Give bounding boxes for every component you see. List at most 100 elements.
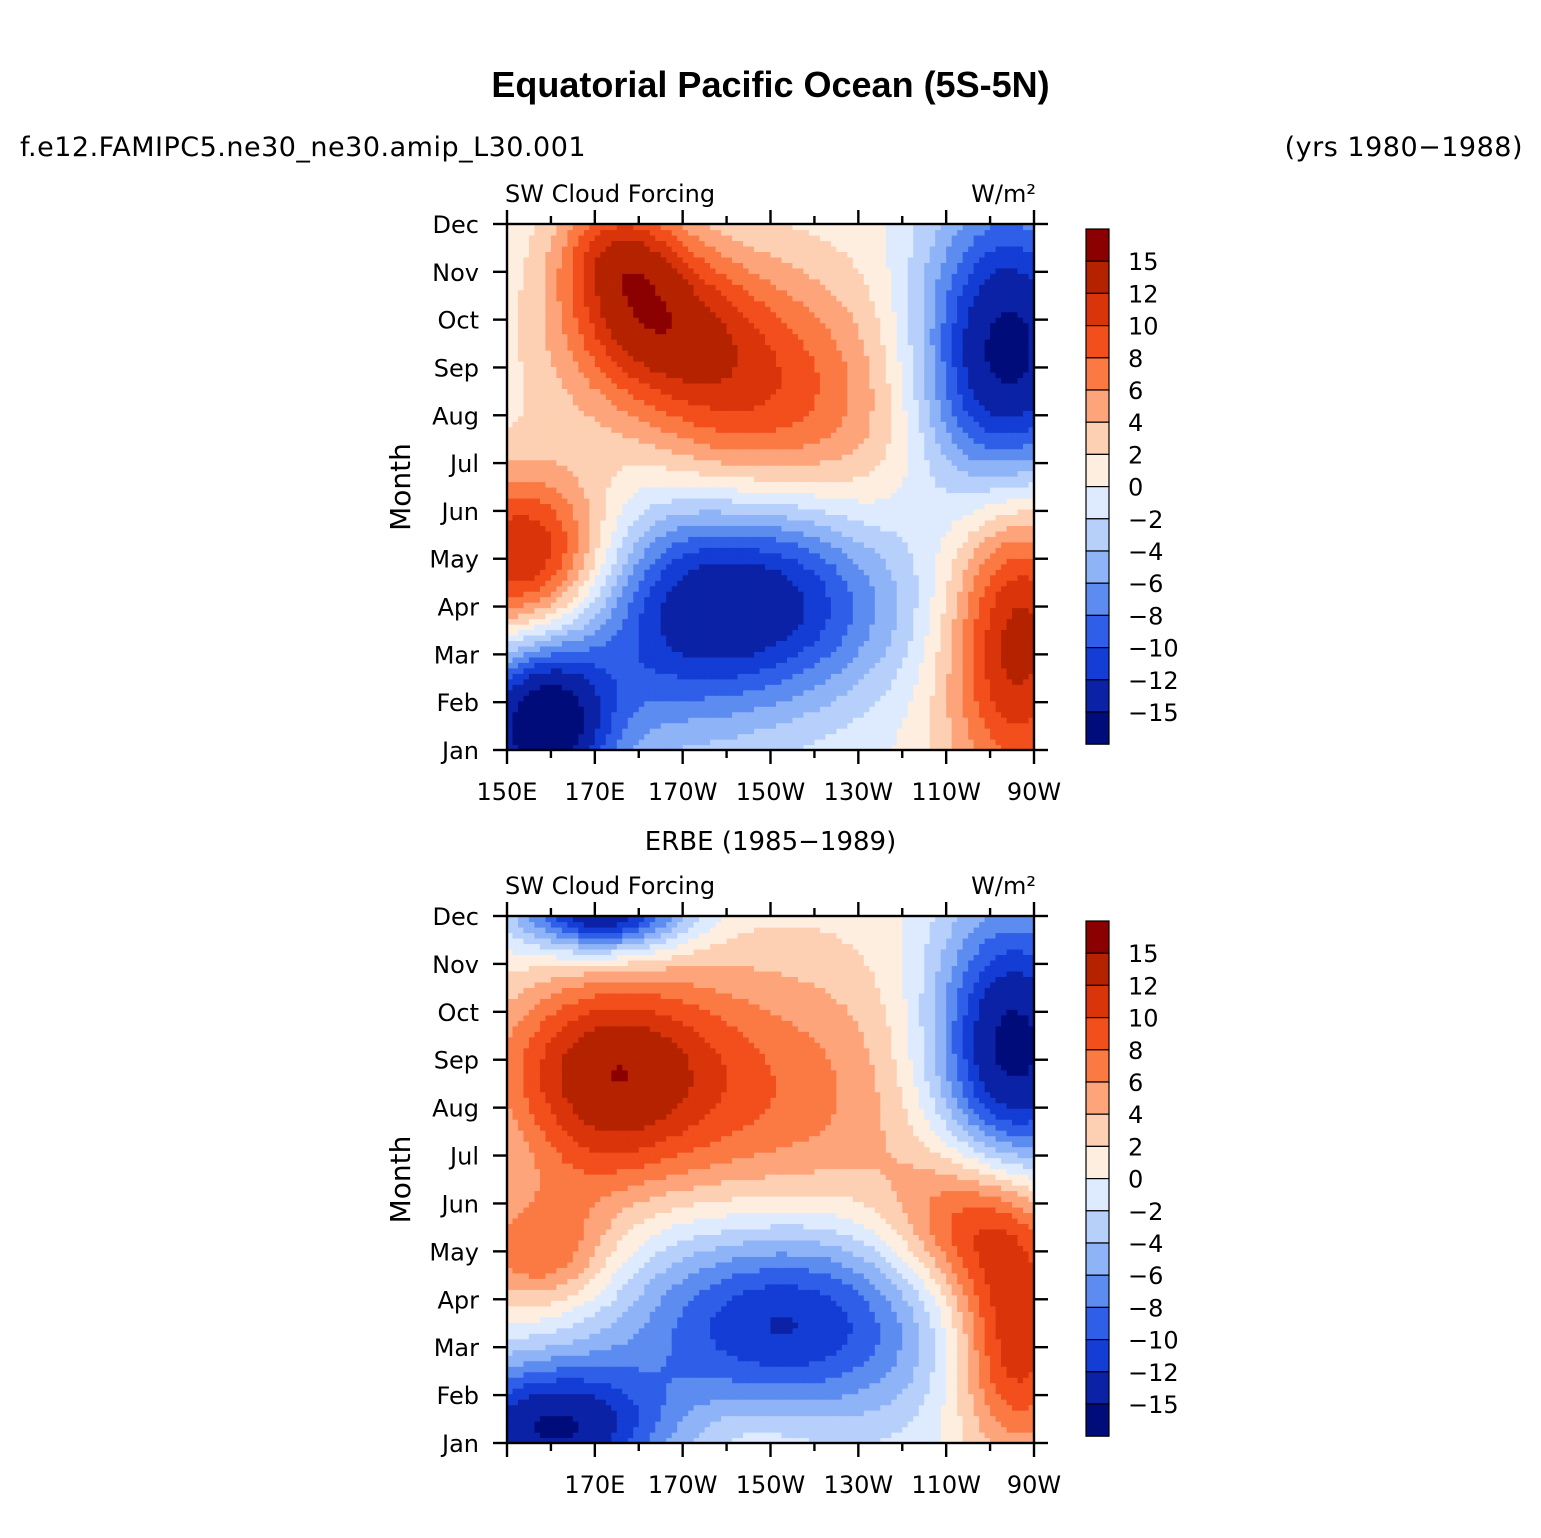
colorbar-label: 4	[1128, 1101, 1143, 1129]
y-tick-label: Jan	[440, 1430, 479, 1458]
colorbar-swatch	[1085, 1371, 1110, 1405]
x-tick-label: 110W	[911, 778, 981, 806]
colorbar-label: 8	[1128, 345, 1143, 373]
colorbar-swatch	[1085, 292, 1110, 327]
panel-title: ERBE (1985−1989)	[645, 827, 896, 857]
colorbar-label: 6	[1128, 377, 1143, 405]
colorbar-swatch	[1085, 1338, 1110, 1373]
colorbar-label: −6	[1128, 570, 1163, 598]
colorbar-label: −4	[1128, 1230, 1163, 1258]
contour-field	[507, 916, 1035, 1444]
colorbar-label: 0	[1128, 474, 1143, 502]
y-tick-label: Dec	[433, 211, 479, 239]
colorbar-swatch	[1085, 1274, 1110, 1308]
colorbar-swatch	[1085, 1049, 1110, 1083]
y-tick-label: Sep	[434, 354, 479, 382]
y-tick-label: Mar	[434, 641, 479, 669]
colorbar-label: 8	[1128, 1037, 1143, 1065]
panel-2: Jan Feb Mar Apr May Jun Jul Aug Sep Oct Nov Dec 170E…	[384, 827, 1179, 1499]
colorbar-swatch	[1085, 550, 1110, 584]
colorbar-label: 6	[1128, 1069, 1143, 1097]
colorbar-swatch	[1085, 1242, 1110, 1276]
colorbar-swatch	[1085, 614, 1110, 649]
x-tick-label: 170W	[648, 1471, 718, 1499]
y-tick-label: May	[429, 1238, 479, 1266]
x-tick-label: 110W	[911, 1471, 981, 1499]
colorbar-label: 10	[1128, 1005, 1159, 1033]
colorbar-label: −2	[1128, 506, 1163, 534]
y-tick-label: Mar	[434, 1334, 479, 1362]
y-tick-label: Aug	[432, 1095, 479, 1123]
colorbar-label: 10	[1128, 313, 1159, 341]
y-tick-label: Jul	[448, 450, 479, 478]
colorbar-label: −12	[1128, 667, 1179, 695]
colorbar-swatch	[1085, 453, 1110, 488]
x-tick-label: 150W	[736, 778, 806, 806]
colorbar-label: 4	[1128, 409, 1143, 437]
x-tick-label: 90W	[1007, 1471, 1061, 1499]
contour-field	[507, 224, 1035, 751]
colorbar-swatch	[1085, 952, 1110, 987]
colorbar-swatch	[1085, 1177, 1110, 1212]
colorbar-swatch	[1085, 1210, 1110, 1244]
colorbar-swatch	[1085, 711, 1110, 745]
colorbar-label: 12	[1128, 972, 1159, 1000]
colorbar-swatch	[1085, 920, 1110, 954]
left-label: SW Cloud Forcing	[505, 180, 715, 208]
y-tick-label: Jun	[440, 1190, 480, 1218]
y-tick-label: Feb	[437, 1382, 480, 1410]
panel-1: Jan Feb Mar Apr May Jun Jul Aug Sep Oct Nov Dec 150E…	[384, 180, 1179, 806]
colorbar-label: −8	[1128, 602, 1163, 630]
colorbar-label: −10	[1128, 635, 1179, 663]
colorbar-swatch	[1085, 1113, 1110, 1147]
y-tick-label: Apr	[437, 1286, 479, 1314]
y-tick-label: Jun	[440, 498, 480, 526]
y-tick-label: Jul	[448, 1143, 479, 1171]
colorbar-label: −4	[1128, 538, 1163, 566]
colorbar-swatch	[1085, 646, 1110, 681]
y-tick-label: Oct	[438, 307, 480, 335]
colorbar-label: 12	[1128, 280, 1159, 308]
colorbar-swatch	[1085, 357, 1110, 391]
y-axis-label: Month	[384, 443, 417, 531]
y-tick-label: Nov	[432, 951, 479, 979]
colorbar-swatch	[1085, 1403, 1110, 1437]
colorbar-label: 0	[1128, 1166, 1143, 1194]
colorbar: 15 12 10 8 6 4 2 0 −2 −4 −6 −8 −10 −12 −15	[1085, 228, 1179, 745]
colorbar-swatch	[1085, 1081, 1110, 1115]
colorbar-label: 15	[1128, 248, 1159, 276]
colorbar-label: 2	[1128, 1133, 1143, 1161]
colorbar-swatch	[1085, 325, 1110, 359]
case-name-label: f.e12.FAMIPC5.ne30_ne30.amip_L30.001	[20, 132, 587, 163]
colorbar-swatch	[1085, 486, 1110, 520]
colorbar-swatch	[1085, 984, 1110, 1019]
colorbar-swatch	[1085, 679, 1110, 713]
colorbar-label: 15	[1128, 940, 1159, 968]
x-tick-label: 90W	[1007, 778, 1061, 806]
colorbar-label: −15	[1128, 699, 1179, 727]
y-tick-label: Aug	[432, 402, 479, 430]
y-tick-label: Oct	[438, 999, 480, 1027]
colorbar: 15 12 10 8 6 4 2 0 −2 −4 −6 −8 −10 −12 −15	[1085, 920, 1179, 1437]
colorbar-label: −10	[1128, 1327, 1179, 1355]
colorbar-swatch	[1085, 582, 1110, 617]
colorbar-label: −2	[1128, 1198, 1163, 1226]
colorbar-swatch	[1085, 1306, 1110, 1341]
y-tick-label: Feb	[437, 689, 480, 717]
colorbar-swatch	[1085, 421, 1110, 456]
y-tick-label: Apr	[437, 594, 479, 622]
colorbar-swatch	[1085, 389, 1110, 423]
left-label: SW Cloud Forcing	[505, 872, 715, 900]
y-axis-label: Month	[384, 1136, 417, 1224]
colorbar-swatch	[1085, 1016, 1110, 1051]
x-tick-label: 130W	[824, 778, 894, 806]
colorbar-label: −6	[1128, 1262, 1163, 1290]
colorbar-label: −12	[1128, 1359, 1179, 1387]
x-tick-label: 150W	[736, 1471, 806, 1499]
colorbar-swatch	[1085, 260, 1110, 295]
x-tick-label: 150E	[477, 778, 538, 806]
x-tick-label: 170E	[564, 1471, 625, 1499]
colorbar-label: −15	[1128, 1391, 1179, 1419]
y-tick-label: Nov	[432, 259, 479, 287]
